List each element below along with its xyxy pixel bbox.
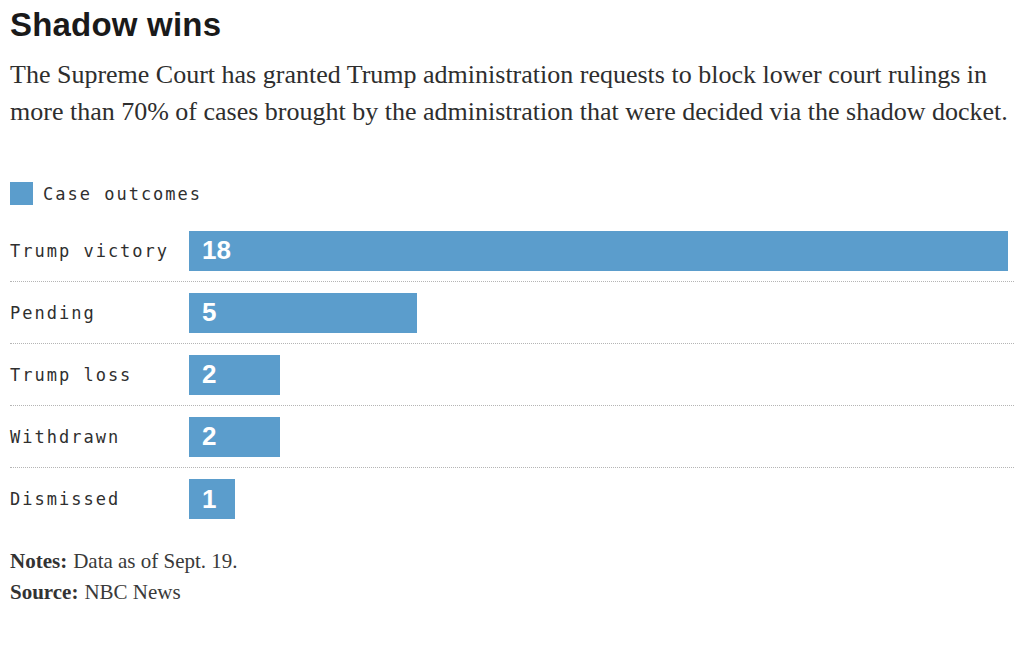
legend-swatch-icon <box>10 182 33 205</box>
chart-row: Dismissed 1 <box>10 468 1014 530</box>
notes-text: Data as of Sept. 19. <box>73 549 237 573</box>
source-label: Source: <box>10 580 78 604</box>
chart-row: Pending 5 <box>10 282 1014 344</box>
notes-line: Notes:Data as of Sept. 19. <box>10 546 1014 577</box>
chart-row: Withdrawn 2 <box>10 406 1014 468</box>
bar-value-label: 2 <box>189 359 216 390</box>
category-label: Withdrawn <box>10 427 189 447</box>
chart-rows: Trump victory 18 Pending 5 Trump loss 2 … <box>10 220 1014 530</box>
bar-chart: Trump victory 18 Pending 5 Trump loss 2 … <box>10 220 1014 530</box>
bar: 5 <box>189 293 417 333</box>
source-line: Source:NBC News <box>10 577 1014 608</box>
category-label: Pending <box>10 303 189 323</box>
bar: 18 <box>189 231 1008 271</box>
bar-value-label: 1 <box>189 484 216 515</box>
legend: Case outcomes <box>10 182 1014 205</box>
bar-value-label: 5 <box>189 297 216 328</box>
notes-label: Notes: <box>10 549 67 573</box>
category-label: Dismissed <box>10 489 189 509</box>
bar: 1 <box>189 479 235 519</box>
page-title: Shadow wins <box>10 6 1014 44</box>
footnotes: Notes:Data as of Sept. 19. Source:NBC Ne… <box>10 546 1014 608</box>
bar-value-label: 2 <box>189 421 216 452</box>
chart-row: Trump victory 18 <box>10 220 1014 282</box>
source-text: NBC News <box>84 580 180 604</box>
chart-card: Shadow wins The Supreme Court has grante… <box>0 0 1024 608</box>
bar: 2 <box>189 417 280 457</box>
category-label: Trump loss <box>10 365 189 385</box>
bar: 2 <box>189 355 280 395</box>
category-label: Trump victory <box>10 241 189 261</box>
legend-label: Case outcomes <box>43 184 202 204</box>
chart-subtitle: The Supreme Court has granted Trump admi… <box>10 56 1012 130</box>
bar-value-label: 18 <box>189 235 231 266</box>
chart-row: Trump loss 2 <box>10 344 1014 406</box>
